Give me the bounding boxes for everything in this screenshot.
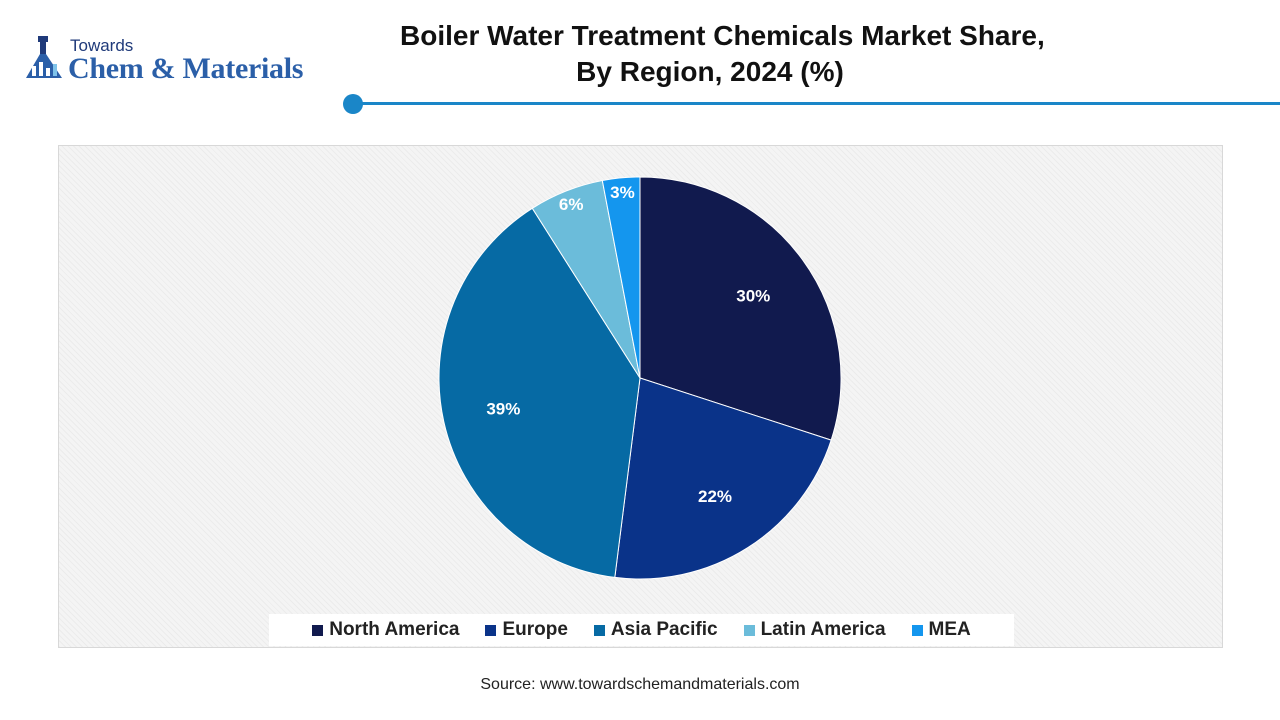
title-line-2: By Region, 2024 (%) xyxy=(576,56,844,87)
brand-logo: Towards Chem & Materials xyxy=(22,34,342,94)
chart-legend: North America Europe Asia Pacific Latin Ame… xyxy=(269,614,1014,646)
legend-label: North America xyxy=(329,619,460,640)
legend-swatch xyxy=(593,624,605,636)
legend-label: Latin America xyxy=(760,619,886,640)
legend-swatch xyxy=(485,624,497,636)
legend-swatch xyxy=(743,624,755,636)
legend-item-mea: MEA xyxy=(911,619,971,641)
flask-chart-icon xyxy=(26,36,62,78)
legend-item-asia-pacific: Asia Pacific xyxy=(593,619,718,641)
legend-label: Europe xyxy=(502,619,568,640)
legend-item-north-america: North America xyxy=(312,619,459,641)
legend-label: MEA xyxy=(928,619,971,640)
header-divider-dot xyxy=(343,94,363,114)
title-line-1: Boiler Water Treatment Chemicals Market … xyxy=(400,20,1045,51)
legend-item-europe: Europe xyxy=(485,619,568,641)
brand-name: Chem & Materials xyxy=(68,52,304,85)
page-title: Boiler Water Treatment Chemicals Market … xyxy=(400,18,1045,90)
legend-label: Asia Pacific xyxy=(610,619,718,640)
brand-towards: Towards xyxy=(70,36,134,55)
legend-swatch xyxy=(312,624,324,636)
source-note: Source: www.towardschemandmaterials.com xyxy=(480,676,800,693)
legend-swatch xyxy=(911,624,923,636)
chart-area xyxy=(58,145,1223,648)
legend-item-latin-america: Latin America xyxy=(743,619,886,641)
header-divider xyxy=(352,102,1280,105)
